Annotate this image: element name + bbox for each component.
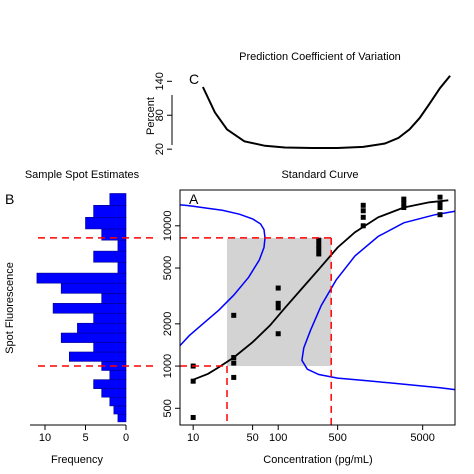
histogram-bar [117, 239, 127, 252]
data-point [316, 237, 322, 243]
data-point [360, 214, 366, 220]
data-point [231, 312, 237, 318]
histogram-bar [60, 282, 127, 294]
panel-b-ylabel: Spot Fluorescence [4, 262, 16, 354]
data-point [401, 200, 407, 206]
panel-c-letter: C [189, 71, 199, 87]
histogram-bar [93, 250, 127, 263]
panel-c-ylabel: Percent [145, 97, 157, 135]
panel-a-upper-band [179, 204, 266, 347]
panel-a-y-ticks: 500 1000 2000 5000 10000 [162, 211, 180, 417]
panel-a-fit-curve [192, 199, 449, 381]
histogram-bar [101, 388, 127, 398]
panel-c-y-tick-label: 20 [154, 143, 166, 155]
histogram-bar [109, 193, 127, 206]
panel-b-x-tick-label: 5 [82, 432, 88, 444]
panel-b-letter: B [5, 191, 14, 207]
panel-b-x-tick-label: 0 [123, 432, 129, 444]
histogram-bar [109, 370, 127, 380]
histogram-bar [113, 405, 127, 415]
panel-a-title: Standard Curve [281, 169, 358, 181]
panel-a-x-ticks: 10 50 100 500 5000 [187, 425, 435, 444]
data-point [360, 223, 366, 229]
panel-a-xlabel: Concentration (pg/mL) [263, 454, 372, 466]
histogram-bar [117, 413, 127, 423]
histogram-bar [60, 332, 127, 343]
panel-a-letter: A [189, 191, 199, 207]
data-point [275, 305, 281, 311]
panel-b: Sample Spot Estimates B Spot Fluorescenc… [4, 169, 154, 466]
panel-b-x-tick-label: 10 [39, 432, 51, 444]
panel-a-x-tick-label: 10 [187, 432, 199, 444]
panel-c-title: Prediction Coefficient of Variation [239, 51, 401, 63]
data-point [360, 208, 366, 214]
panel-b-x-ticks: 10 5 0 [39, 425, 129, 444]
histogram-bar [85, 216, 127, 230]
panel-a-frame [179, 189, 456, 426]
histogram-bar [69, 351, 127, 362]
panel-a-reference-lines [180, 237, 332, 425]
histogram-bar [36, 272, 127, 284]
histogram-bar [52, 303, 127, 314]
data-point [401, 196, 407, 202]
panel-a-data-points [190, 194, 443, 420]
data-point [231, 355, 237, 361]
data-point [190, 378, 196, 384]
panel-c-y-ticks: 20 80 140 [154, 72, 172, 155]
data-point [437, 205, 443, 211]
panel-a-x-tick-label: 5000 [410, 432, 434, 444]
panel-a-x-tick-label: 500 [328, 432, 346, 444]
data-point [231, 360, 237, 366]
panel-c-y-tick-label: 80 [154, 109, 166, 121]
histogram-bar [93, 312, 127, 324]
histogram-bar [93, 342, 127, 353]
data-point [275, 285, 281, 291]
histogram-bar [77, 322, 127, 334]
panel-a-y-tick-label: 2000 [162, 312, 174, 336]
histogram-bar [109, 396, 127, 407]
panel-a-y-tick-label: 10000 [162, 211, 174, 242]
panel-a-y-tick-label: 5000 [162, 256, 174, 280]
data-point [190, 414, 196, 420]
panel-b-title: Sample Spot Estimates [25, 169, 140, 181]
panel-c: Prediction Coefficient of Variation C Pe… [145, 51, 451, 155]
data-point [316, 246, 322, 252]
data-point [401, 205, 407, 211]
panel-a: Standard Curve A 10 50 100 500 5000 500 1000 2… [162, 169, 456, 466]
panel-c-cv-curve [201, 75, 451, 149]
histogram-bar [93, 379, 127, 389]
panel-a-x-tick-label: 50 [246, 432, 258, 444]
histogram-bar [117, 261, 127, 274]
panel-c-y-tick-label: 140 [154, 72, 166, 90]
histogram-bar [101, 293, 127, 304]
data-point [437, 200, 443, 206]
data-point [316, 251, 322, 257]
panel-a-lower-band [301, 210, 456, 391]
panel-b-xlabel: Frequency [51, 454, 103, 466]
data-point [275, 331, 281, 337]
panel-a-y-tick-label: 500 [162, 399, 174, 417]
data-point [360, 202, 366, 208]
panel-a-x-tick-label: 100 [269, 432, 287, 444]
panel-b-histogram [36, 193, 127, 423]
data-point [316, 242, 322, 248]
data-point [275, 300, 281, 306]
data-point [437, 212, 443, 218]
panel-a-y-tick-label: 1000 [162, 354, 174, 378]
histogram-bar [93, 205, 127, 218]
data-point [231, 374, 237, 380]
data-point [437, 194, 443, 200]
